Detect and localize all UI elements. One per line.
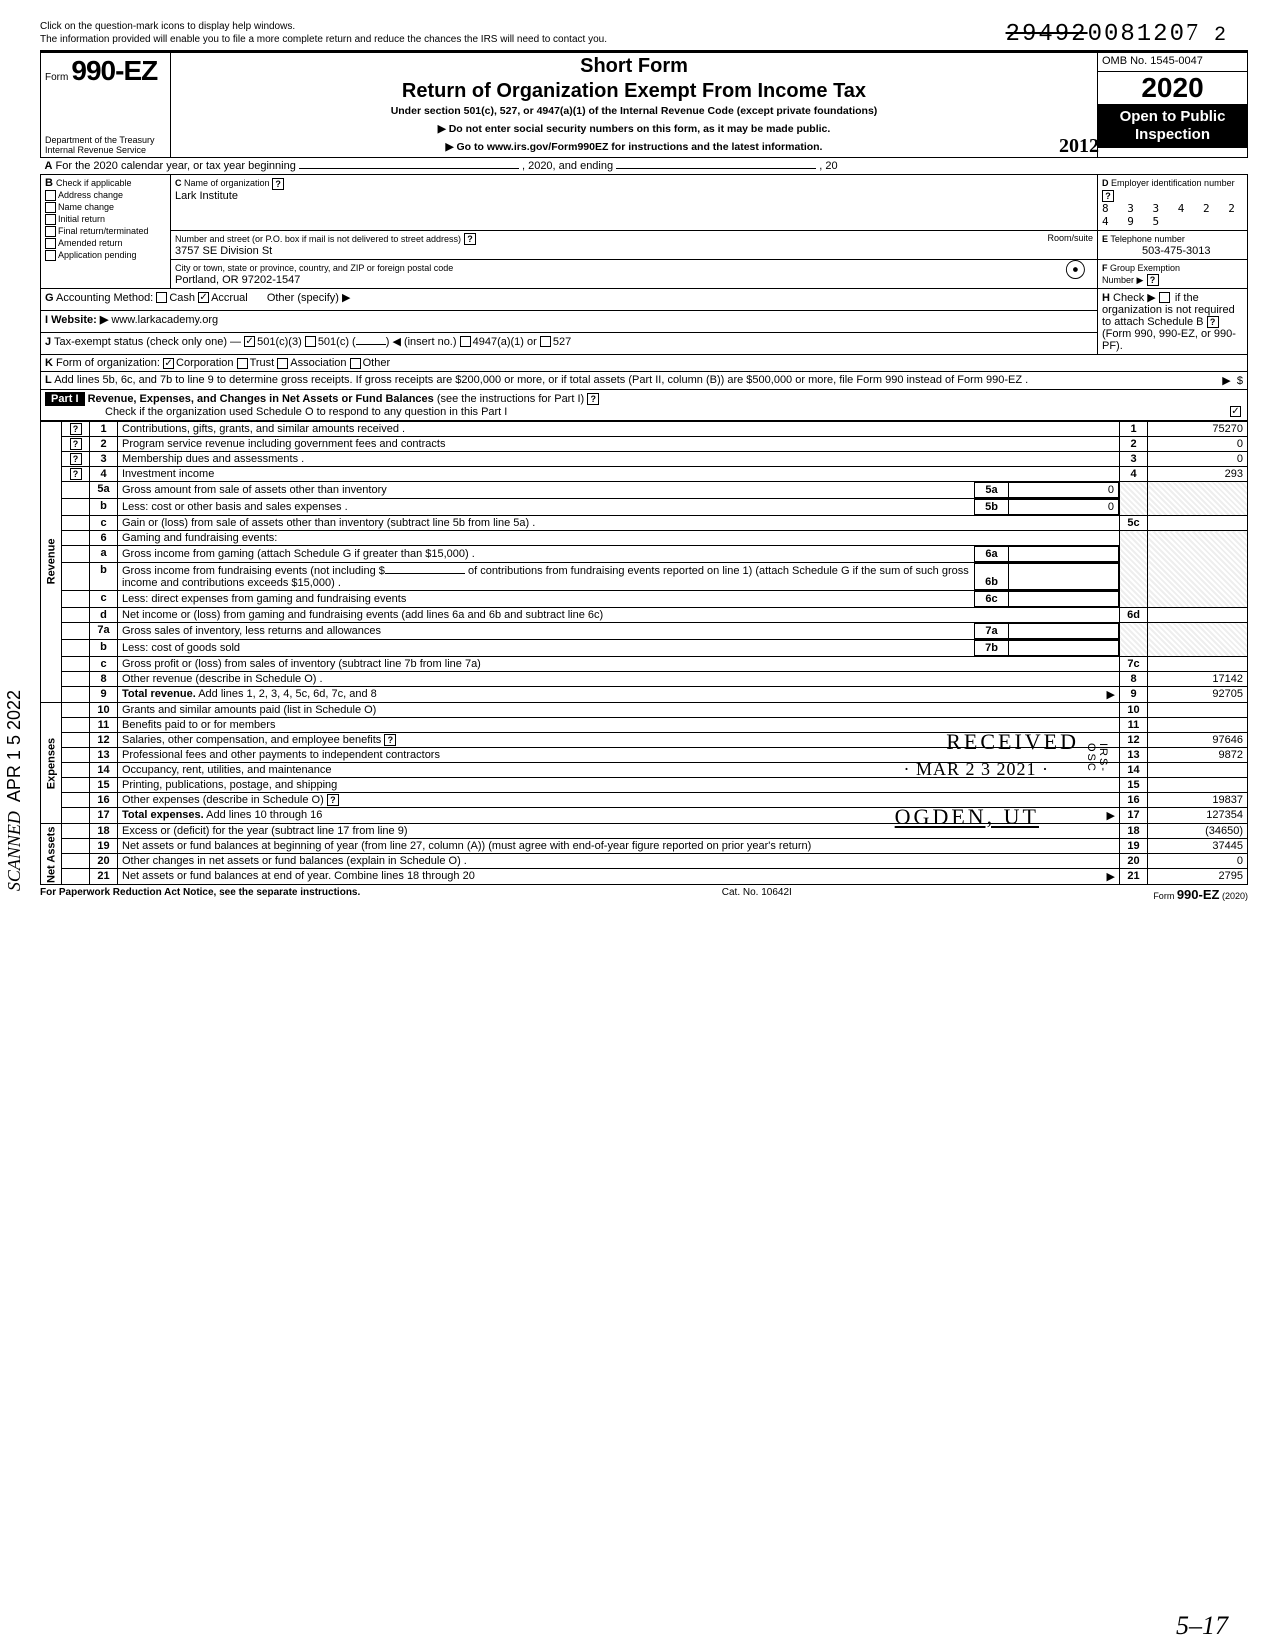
revenue-side: Revenue [41,421,62,702]
ssn-warning: ▶ Do not enter social security numbers o… [175,123,1093,135]
chk-527[interactable] [540,336,551,347]
netassets-side: Net Assets [41,824,62,885]
footer: For Paperwork Reduction Act Notice, see … [40,887,1248,902]
handwritten-note: 5–17 [1176,1611,1228,1641]
city-state-zip: Portland, OR 97202-1547 [175,274,300,286]
chk-schedule-o[interactable] [1230,406,1241,417]
scanned-stamp: SCANNED APR 1 5 2022 [4,690,25,891]
received-stamp: RECEIVED [946,729,1079,755]
part-1-header: Part I [45,392,85,406]
ein: 8 3 3 4 2 2 4 9 5 [1102,202,1241,228]
help-icon[interactable]: ? [1147,274,1159,286]
chk-amended-return[interactable] [45,238,56,249]
help-icon[interactable]: ? [272,178,284,190]
chk-other-org[interactable] [350,358,361,369]
received-date-stamp: · MAR 2 3 2021 · [903,759,1049,780]
short-form-title: Short Form [175,55,1093,78]
chk-corporation[interactable] [163,358,174,369]
chk-address-change[interactable] [45,190,56,201]
expenses-side: Expenses [41,703,62,824]
document-stamp-number: 2949200812072 [1006,20,1228,48]
inspection: Inspection [1100,126,1245,144]
chk-cash[interactable] [156,292,167,303]
chk-final-return[interactable] [45,226,56,237]
chk-name-change[interactable] [45,202,56,213]
main-title: Return of Organization Exempt From Incom… [175,80,1093,103]
goto-link: ▶ Go to www.irs.gov/Form990EZ for instru… [446,141,823,153]
chk-application-pending[interactable] [45,250,56,261]
help-icon[interactable]: ? [464,233,476,245]
help-icon[interactable]: ? [327,794,339,806]
help-icon[interactable]: ? [1102,190,1114,202]
irs-label: Internal Revenue Service [45,145,166,155]
help-icon[interactable]: ? [384,734,396,746]
omb-number: OMB No. 1545-0047 [1098,52,1248,72]
chk-501c[interactable] [305,336,316,347]
help-icon[interactable]: ? [1207,316,1219,328]
chk-initial-return[interactable] [45,214,56,225]
hand-initial: 2012 [1059,135,1099,158]
part1-lines: Revenue ? 1 Contributions, gifts, grants… [40,421,1248,886]
under-section: Under section 501(c), 527, or 4947(a)(1)… [175,105,1093,117]
telephone: 503-475-3013 [1102,245,1211,257]
help-icon[interactable]: ? [587,393,599,405]
website: www.larkacademy.org [111,314,218,326]
form-header-table: Form 990-EZ Department of the Treasury I… [40,50,1248,421]
ogden-stamp: OGDEN, UT [895,804,1039,830]
street-address: 3757 SE Division St [175,245,272,257]
help-icon[interactable]: ? [70,423,82,435]
chk-schedule-b[interactable] [1159,292,1170,303]
chk-accrual[interactable] [198,292,209,303]
help-icon[interactable]: ? [70,453,82,465]
chk-association[interactable] [277,358,288,369]
chk-4947[interactable] [460,336,471,347]
line1-amount: 75270 [1148,421,1248,436]
help-icon[interactable]: ? [70,438,82,450]
help-icon[interactable]: ? [70,468,82,480]
dept-treasury: Department of the Treasury [45,135,166,145]
chk-trust[interactable] [237,358,248,369]
hand-mark: ☉ [1064,256,1087,286]
form-number: 990-EZ [71,55,157,86]
open-public: Open to Public [1100,108,1245,126]
org-name: Lark Institute [175,190,238,202]
chk-501c3[interactable] [244,336,255,347]
irs-osc-stamp: IRS-OSC [1085,743,1109,777]
tax-year: 20202020 [1098,72,1247,104]
